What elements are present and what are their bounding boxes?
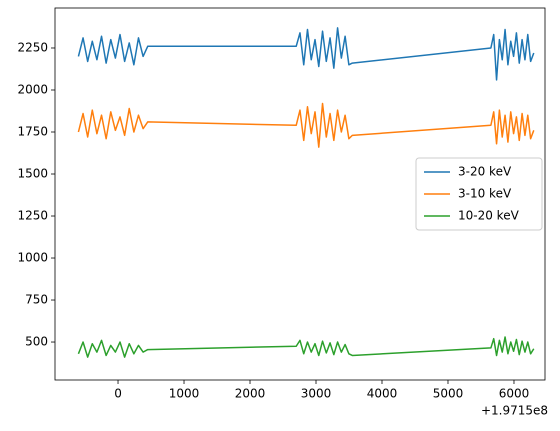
legend-label: 3-20 keV xyxy=(458,165,512,179)
legend-label: 3-10 keV xyxy=(458,187,512,201)
y-tick-label: 1750 xyxy=(17,125,48,139)
x-tick-label: 0 xyxy=(114,387,122,401)
legend-box xyxy=(415,157,543,231)
y-tick-label: 1250 xyxy=(17,209,48,223)
legend-label: 10-20 keV xyxy=(458,209,520,223)
x-offset-label: +1.9715e8 xyxy=(481,404,548,418)
x-tick-label: 6000 xyxy=(499,387,530,401)
y-tick-label: 750 xyxy=(25,293,48,307)
plot-frame xyxy=(54,7,546,381)
y-tick-label: 2000 xyxy=(17,82,48,96)
y-tick-label: 500 xyxy=(25,335,48,349)
legend: 3-20 keV 3-10 keV 10-20 keV xyxy=(415,157,543,231)
series-line xyxy=(77,102,535,148)
x-tick-label: 4000 xyxy=(367,387,398,401)
x-tick-label: 5000 xyxy=(433,387,464,401)
x-tick-label: 2000 xyxy=(235,387,266,401)
y-tick-label: 1000 xyxy=(17,251,48,265)
x-tick-label: 3000 xyxy=(301,387,332,401)
x-tick-label: 1000 xyxy=(169,387,200,401)
series-line xyxy=(77,336,535,358)
y-tick-label: 2250 xyxy=(17,40,48,54)
series-line xyxy=(77,27,535,81)
y-tick-label: 1500 xyxy=(17,167,48,181)
